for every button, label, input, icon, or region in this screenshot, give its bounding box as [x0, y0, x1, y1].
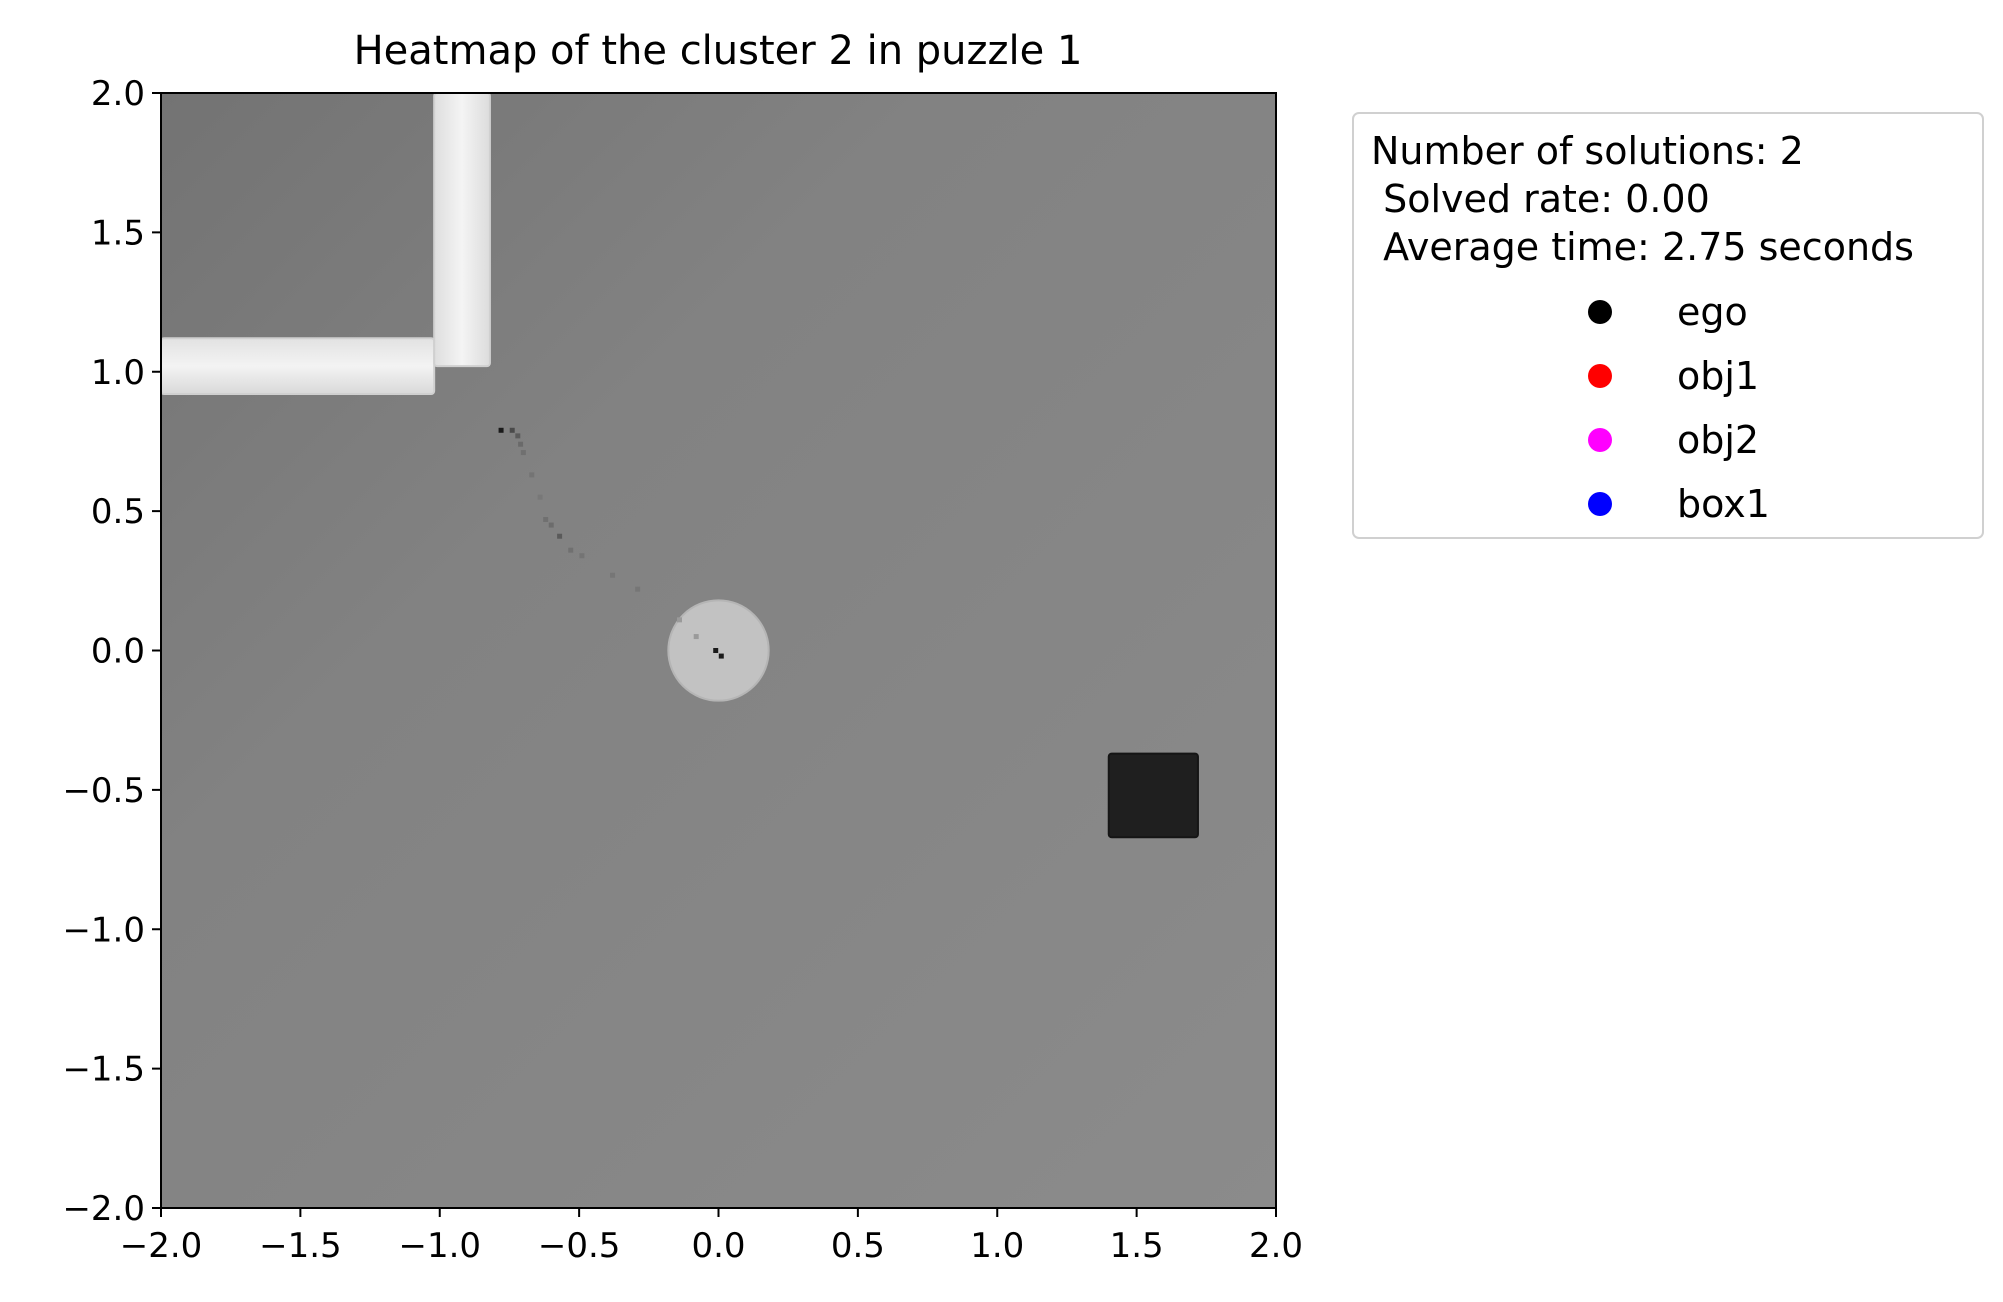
legend-header-solutions: Number of solutions: 2	[1371, 129, 1804, 173]
box	[1107, 752, 1199, 839]
legend-marker	[1588, 364, 1612, 388]
heatmap-cell	[557, 533, 563, 539]
heatmap-cell	[548, 522, 554, 528]
chart-title: Heatmap of the cluster 2 in puzzle 1	[354, 28, 1083, 74]
legend-header-solved-rate: Solved rate: 0.00	[1371, 177, 1710, 221]
heatmap-cell	[579, 553, 585, 559]
y-tick-label: −1.5	[62, 1050, 145, 1090]
legend-label: ego	[1677, 290, 1748, 334]
heatmap-cell	[713, 648, 719, 653]
wall-horizontal	[161, 337, 436, 396]
x-axis: −2.0 −1.5 −1.0 −0.5 0.0 0.5 1.0 1.5 2.0	[120, 1208, 1303, 1266]
y-tick-label: −2.0	[62, 1189, 145, 1229]
heatmap-cell	[568, 547, 574, 553]
legend-marker	[1588, 428, 1612, 452]
x-tick-label: 0.5	[831, 1226, 885, 1266]
y-tick-label: −1.0	[62, 910, 145, 950]
disc	[667, 599, 770, 702]
x-tick-label: 0.0	[691, 1226, 745, 1266]
legend-frame	[1352, 112, 1984, 539]
heatmap-cell	[529, 472, 535, 478]
legend-marker	[1588, 492, 1612, 516]
y-tick-label: 1.0	[91, 353, 145, 393]
heatmap-cell	[518, 441, 524, 447]
heatmap-cell	[543, 516, 549, 522]
plot-area	[161, 93, 1276, 1208]
x-tick-label: −0.5	[538, 1226, 621, 1266]
x-tick-label: −1.0	[398, 1226, 481, 1266]
heatmap-cell	[515, 433, 521, 439]
heatmap-cell	[693, 634, 699, 640]
wall-vertical	[433, 93, 491, 368]
legend-marker	[1588, 300, 1612, 324]
legend-label: obj1	[1677, 354, 1759, 398]
heatmap-cell	[676, 617, 682, 623]
x-tick-label: −2.0	[120, 1226, 203, 1266]
heatmap-cell	[498, 427, 504, 433]
y-tick-label: 1.5	[91, 213, 145, 253]
legend-label: box1	[1677, 482, 1770, 526]
heatmap-cell	[520, 450, 526, 456]
heatmap-cell	[718, 653, 724, 659]
heatmap-cell	[537, 494, 543, 500]
x-tick-label: 1.5	[1110, 1226, 1164, 1266]
legend: Number of solutions: 2 Solved rate: 0.00…	[1352, 112, 1984, 539]
x-tick-label: −1.5	[259, 1226, 342, 1266]
y-tick-label: 0.0	[91, 632, 145, 672]
y-axis: −2.0 −1.5 −1.0 −0.5 0.0 0.5 1.0 1.5 2.0	[62, 74, 161, 1229]
legend-header-average-time: Average time: 2.75 seconds	[1371, 225, 1914, 269]
y-tick-label: 0.5	[91, 492, 145, 532]
x-tick-label: 1.0	[970, 1226, 1024, 1266]
y-tick-label: 2.0	[91, 74, 145, 114]
heatmap-cell	[509, 427, 515, 433]
heatmap-cell	[635, 586, 641, 592]
heatmap-cell	[610, 572, 616, 578]
legend-entries: ego obj1 obj2 box1	[1588, 290, 1770, 526]
x-tick-label: 2.0	[1249, 1226, 1303, 1266]
heatmap-trail	[498, 427, 724, 659]
y-tick-label: −0.5	[62, 771, 145, 811]
legend-label: obj2	[1677, 418, 1759, 462]
scene-objects	[161, 93, 1199, 839]
